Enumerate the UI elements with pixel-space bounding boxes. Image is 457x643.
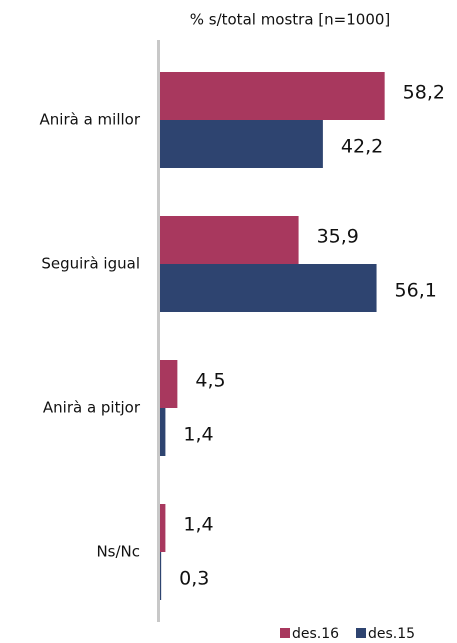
value-label: 4,5 [195, 370, 225, 392]
legend-label: des.16 [292, 626, 339, 642]
category-label: Seguirà igual [41, 255, 140, 273]
value-label: 1,4 [183, 514, 213, 536]
value-label: 35,9 [317, 226, 359, 248]
value-label: 42,2 [341, 136, 383, 158]
category-label: Anirà a pitjor [43, 399, 141, 417]
legend-swatch [280, 628, 290, 638]
category-label: Anirà a millor [40, 111, 141, 129]
legend-label: des.15 [368, 626, 415, 642]
chart-title: % s/total mostra [n=1000] [190, 11, 391, 29]
category-label: Ns/Nc [96, 543, 140, 561]
value-label: 1,4 [183, 424, 213, 446]
value-label: 56,1 [395, 280, 437, 302]
bar [160, 504, 166, 552]
value-label: 58,2 [403, 82, 445, 104]
bar [160, 120, 323, 168]
bar [160, 264, 377, 312]
bar [160, 360, 178, 408]
bar [160, 216, 299, 264]
legend-swatch [356, 628, 366, 638]
value-label: 0,3 [179, 568, 209, 590]
bar [160, 72, 385, 120]
bar [160, 408, 166, 456]
bar [160, 552, 162, 600]
